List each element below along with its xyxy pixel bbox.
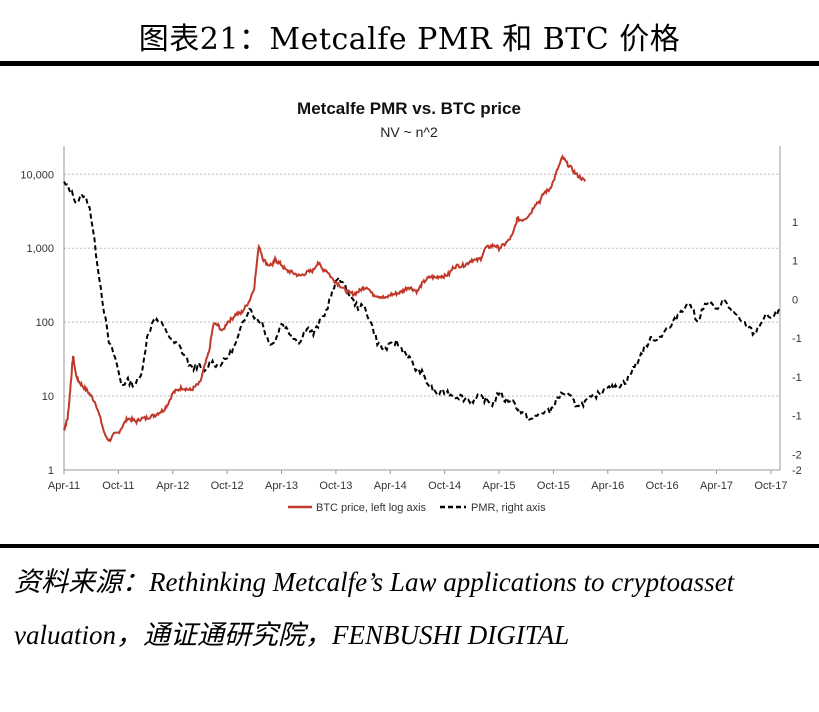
right-tick-label: 1 — [792, 217, 798, 229]
x-tick-label: Oct-13 — [319, 480, 352, 492]
left-y-axis: 1 10 100 1,000 10,000 — [20, 146, 65, 477]
legend-btc-label: BTC price, left log axis — [316, 502, 427, 514]
x-tick-label: Apr-12 — [156, 480, 189, 492]
right-tick-label: -1 — [792, 411, 802, 423]
chart: Metcalfe PMR vs. BTC price NV ~ n^2 1101… — [20, 99, 802, 514]
x-tick-label: Oct-11 — [102, 480, 134, 492]
left-tick-label: 100 — [36, 317, 54, 329]
x-axis: Apr-11 Oct-11 Apr-12 Oct-12 Apr-13 Oct-13 Apr-… — [48, 469, 787, 492]
source-note: 资料来源：Rethinking Metcalfe’s Law applicati… — [14, 567, 735, 650]
pmr-line — [63, 181, 781, 422]
x-tick-label: Oct-16 — [646, 480, 679, 492]
btc-price-line — [63, 154, 587, 443]
x-tick-label: Oct-14 — [428, 480, 461, 492]
x-tick-label: Apr-13 — [265, 480, 298, 492]
grid — [64, 173, 780, 397]
right-tick-label: 1 — [792, 256, 798, 268]
top-rule — [0, 61, 819, 66]
chart-title: Metcalfe PMR vs. BTC price — [297, 99, 521, 118]
left-tick-label: 10,000 — [20, 169, 54, 181]
chart-subtitle: NV ~ n^2 — [380, 124, 438, 140]
left-tick-label: 10 — [42, 391, 54, 403]
right-tick-label: 0 — [792, 294, 798, 306]
legend: BTC price, left log axis PMR, right axis — [288, 502, 546, 514]
x-tick-label: Oct-15 — [537, 480, 570, 492]
right-y-axis: 1 1 0 -1 -1 -1 -2 -2 — [779, 146, 802, 477]
right-tick-label: -1 — [792, 333, 802, 345]
x-tick-label: Oct-12 — [211, 480, 244, 492]
legend-pmr-label: PMR, right axis — [471, 502, 546, 514]
x-tick-label: Apr-15 — [483, 480, 516, 492]
right-tick-label: -2 — [792, 465, 802, 477]
x-tick-label: Apr-17 — [700, 480, 733, 492]
left-tick-label: 1,000 — [26, 243, 54, 255]
x-tick-label: Apr-16 — [591, 480, 624, 492]
x-tick-label: Apr-14 — [374, 480, 407, 492]
x-tick-label: Oct-17 — [754, 480, 787, 492]
right-tick-label: -1 — [792, 372, 802, 384]
right-tick-label: -2 — [792, 449, 802, 461]
figure-title: 图表21：Metcalfe PMR 和 BTC 价格 — [138, 22, 681, 57]
x-tick-label: Apr-11 — [48, 480, 80, 492]
bottom-rule — [0, 544, 819, 548]
left-tick-label: 1 — [48, 465, 54, 477]
